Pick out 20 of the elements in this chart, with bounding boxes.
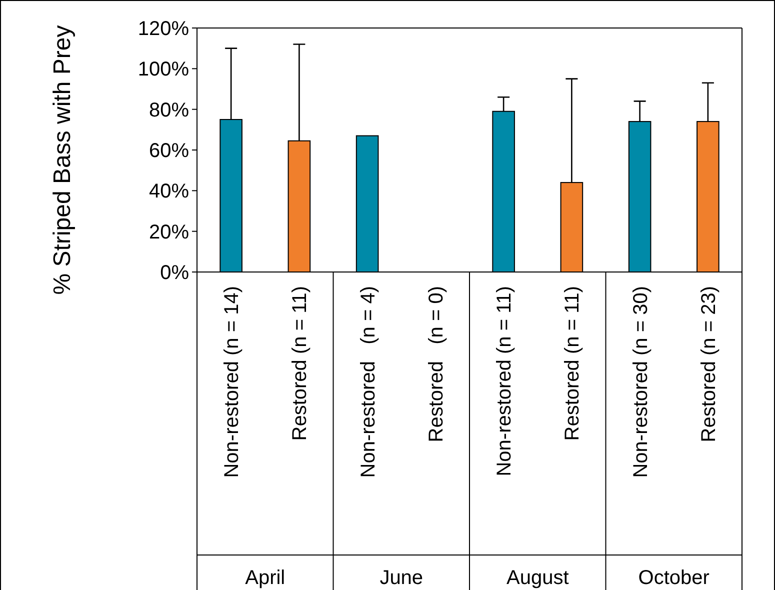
x-tick-label: Restored (n = 0) — [425, 286, 448, 442]
y-tick-label: 120% — [138, 18, 190, 40]
x-tick-label: Restored (n = 11) — [562, 286, 584, 441]
x-tick-label: Non-restored (n = 4) — [357, 286, 380, 478]
x-tick-label: Non-restored (n = 14) — [221, 286, 244, 478]
x-tick-label: Non-restored (n = 11) — [494, 286, 516, 476]
y-tick-label: 40% — [148, 180, 190, 203]
x-tick-label: Restored (n = 23) — [698, 286, 720, 442]
text: October — [638, 567, 710, 589]
y-tick-label: 0% — [160, 262, 190, 284]
x-tick-label: Restored (n = 11) — [289, 286, 312, 441]
y-tick-label: 100% — [138, 58, 190, 81]
y-tick-label: 20% — [148, 221, 190, 244]
y-tick-label: 60% — [148, 140, 190, 162]
y-axis-title: % Striped Bass with Prey — [49, 25, 76, 295]
y-tick-label: 80% — [148, 99, 190, 122]
text: August — [506, 567, 570, 589]
text: April — [245, 567, 286, 589]
text: June — [380, 567, 424, 589]
x-tick-label: Non-restored (n = 30) — [630, 286, 652, 478]
